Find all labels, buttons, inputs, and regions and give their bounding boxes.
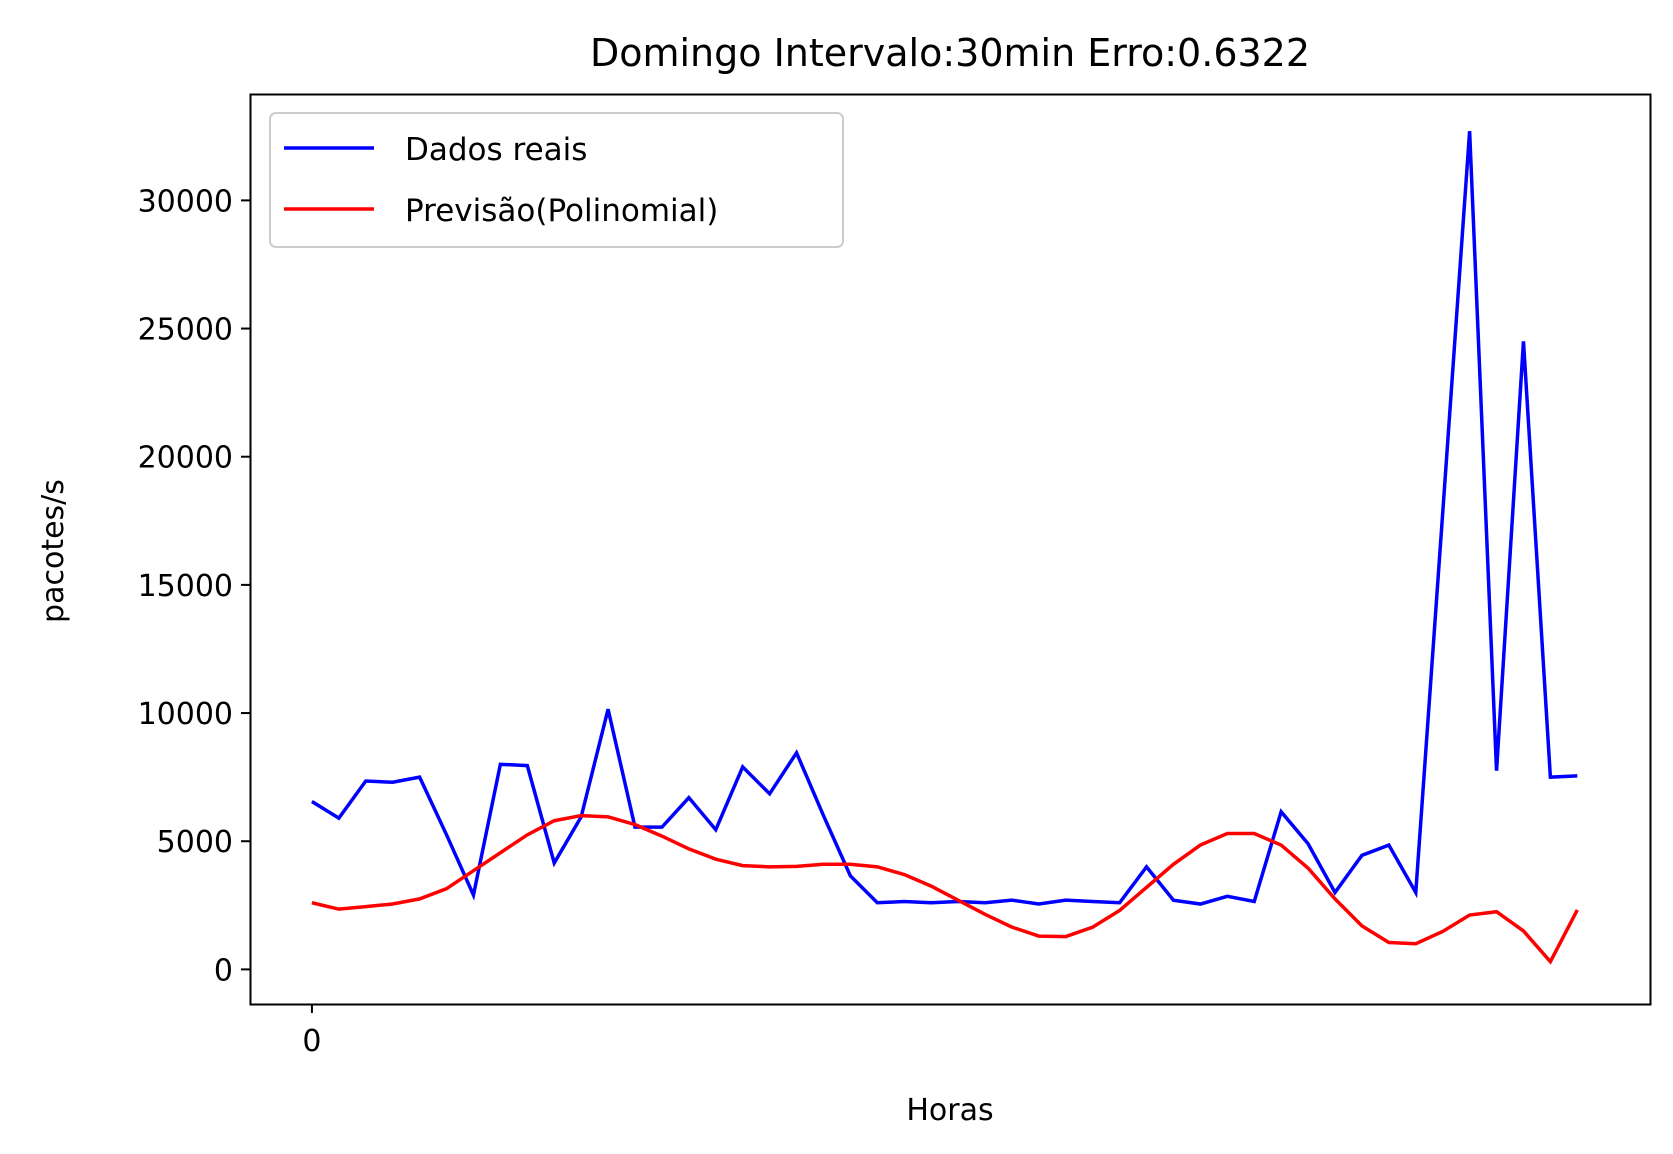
legend-label-dados-reais: Dados reais [405, 132, 587, 168]
x-axis: 0 [302, 1004, 321, 1059]
y-tick-label: 15000 [138, 569, 233, 604]
y-tick-label: 10000 [138, 697, 233, 732]
y-tick-label: 25000 [138, 313, 233, 348]
x-tick-label: 0 [302, 1024, 321, 1059]
series-line-1 [311, 813, 1579, 965]
x-axis-label: Horas [906, 1093, 993, 1128]
legend: Dados reais Previsão(Polinomial) [269, 112, 844, 248]
y-tick-label: 5000 [157, 825, 233, 860]
legend-box [269, 112, 844, 248]
y-axis: 0 5000 10000 15000 20000 25000 30000 [138, 184, 250, 988]
y-tick-label: 20000 [138, 441, 233, 476]
chart-title: Domingo Intervalo:30min Erro:0.6322 [590, 31, 1310, 75]
y-tick-label: 30000 [138, 184, 233, 219]
legend-label-previsao: Previsão(Polinomial) [405, 193, 718, 229]
series-layer [310, 131, 1579, 965]
y-axis-label: pacotes/s [36, 479, 71, 623]
y-tick-label: 0 [214, 953, 233, 988]
plot-frame [249, 93, 1652, 1006]
series-line-0 [310, 131, 1578, 906]
